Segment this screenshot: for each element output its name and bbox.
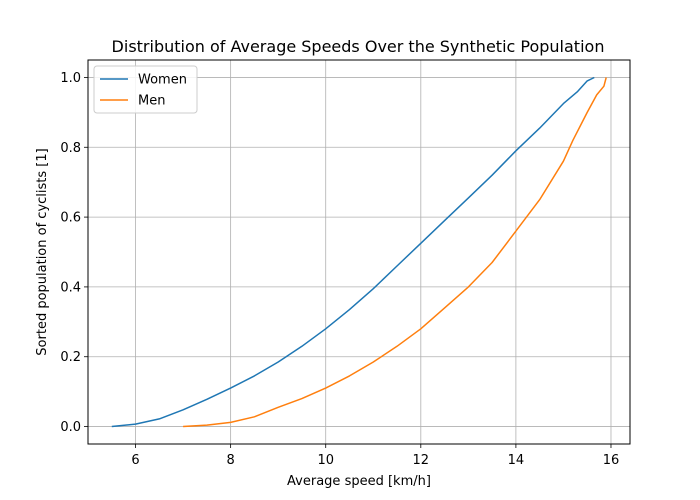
x-tick-label: 6 [131, 453, 139, 468]
legend-label-men: Men [138, 94, 165, 109]
series-line-men [183, 77, 607, 428]
x-tick-label: 12 [413, 453, 430, 468]
chart-title: Distribution of Average Speeds Over the … [112, 37, 605, 56]
y-tick-label: 0.2 [60, 350, 81, 365]
legend: Women Men [93, 65, 198, 114]
grid [88, 60, 630, 444]
y-tick-label: 0.8 [60, 141, 81, 156]
y-tick-label: 0.4 [60, 280, 81, 295]
x-tick-label: 14 [508, 453, 525, 468]
plot-frame [87, 59, 631, 445]
legend-label-women: Women [138, 73, 187, 88]
axis-ticks: 6 8 10 12 14 16 0.0 0.2 0.4 0.6 0.8 1.0 [60, 71, 619, 468]
x-tick-label: 8 [226, 453, 234, 468]
legend-box [93, 65, 198, 114]
x-axis-label: Average speed [km/h] [287, 474, 431, 489]
y-axis-label: Sorted population of cyclists [1] [35, 148, 50, 355]
y-tick-label: 1.0 [60, 71, 81, 86]
plot-lines [111, 76, 607, 428]
x-tick-label: 16 [603, 453, 620, 468]
y-tick-label: 0.0 [60, 420, 81, 435]
y-tick-label: 0.6 [60, 211, 81, 226]
series-line-women [111, 76, 595, 428]
x-tick-label: 10 [317, 453, 334, 468]
